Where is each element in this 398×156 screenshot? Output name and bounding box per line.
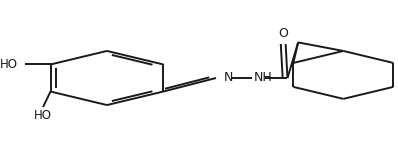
Text: N: N bbox=[224, 71, 234, 85]
Text: HO: HO bbox=[34, 109, 52, 122]
Text: NH: NH bbox=[254, 71, 273, 85]
Text: HO: HO bbox=[0, 58, 18, 71]
Text: O: O bbox=[279, 27, 288, 40]
